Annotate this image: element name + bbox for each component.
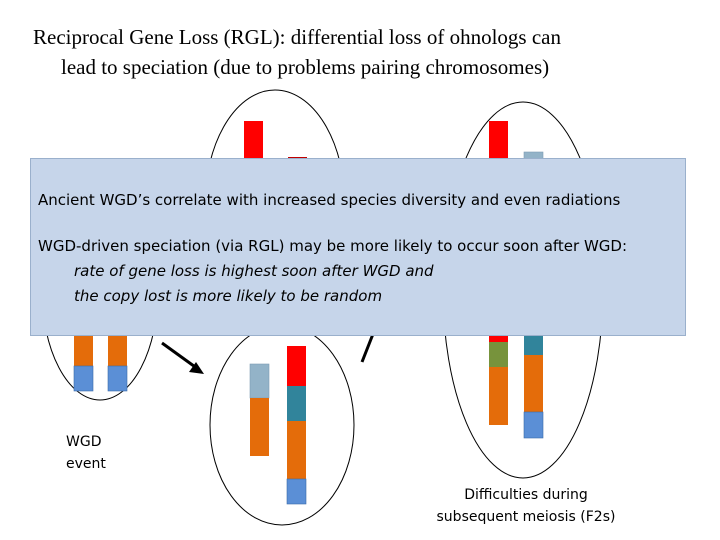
arrow-to-hybrid [360, 333, 375, 363]
info-box: Ancient WGD’s correlate with increased s… [30, 158, 686, 336]
wgd-event-caption: WGD event [66, 431, 106, 475]
meiosis-difficulties-caption: Difficulties during subsequent meiosis (… [436, 484, 616, 528]
detail-random-copy: the copy lost is more likely to be rando… [74, 287, 383, 305]
chromosome-segment [249, 363, 270, 399]
chromosome-segment [108, 336, 127, 366]
chromosome-segment [286, 478, 307, 505]
chromosome-segment [524, 355, 543, 412]
arrow-to-bottom-head [189, 362, 204, 374]
chromosome-segment [524, 336, 543, 355]
chromosome-segment [489, 342, 508, 367]
chromosome-segment [489, 121, 508, 161]
chromosome-segment [489, 336, 508, 342]
chromosome-segment [250, 398, 269, 456]
chromosome-segment [287, 346, 306, 386]
wgd-caption-line-2: event [66, 456, 106, 472]
difficulties-caption-line-2: subsequent meiosis (F2s) [436, 509, 616, 525]
bottom-cell-ellipse [209, 324, 355, 526]
arrow-to-bottom [161, 341, 199, 371]
wgd-caption-line-1: WGD [66, 434, 102, 450]
chromosome-segment [523, 411, 544, 439]
detail-gene-loss-rate: rate of gene loss is highest soon after … [74, 262, 434, 280]
chromosome-segment [107, 365, 128, 392]
chromosome-segment [73, 365, 94, 392]
title-line-1: Reciprocal Gene Loss (RGL): differential… [33, 25, 561, 49]
difficulties-caption-line-1: Difficulties during [464, 487, 588, 503]
chromosome-segment [74, 336, 93, 366]
statement-diversity: Ancient WGD’s correlate with increased s… [38, 191, 621, 209]
chromosome-segment [287, 386, 306, 421]
statement-speciation: WGD-driven speciation (via RGL) may be m… [38, 237, 628, 255]
chromosome-segment [287, 421, 306, 479]
title-line-2: lead to speciation (due to problems pair… [61, 55, 550, 79]
chromosome-segment [244, 121, 263, 161]
chromosome-segment [489, 367, 508, 425]
